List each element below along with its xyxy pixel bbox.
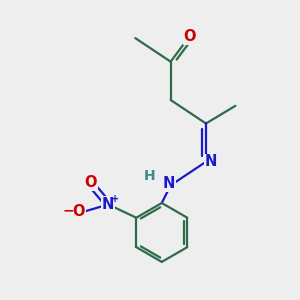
Text: N: N [205,154,218,169]
Text: O: O [73,204,85,219]
Text: +: + [111,194,119,204]
Text: O: O [84,175,97,190]
Text: O: O [184,29,196,44]
Text: H: H [144,169,156,184]
Text: N: N [102,197,115,212]
Text: N: N [163,176,175,191]
Text: −: − [62,203,74,218]
